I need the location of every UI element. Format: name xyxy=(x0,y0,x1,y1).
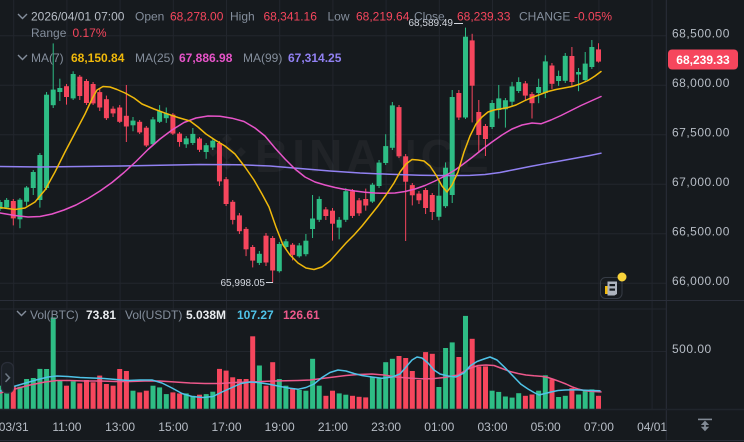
svg-text:67,886.98: 67,886.98 xyxy=(179,51,233,65)
svg-text:-0.05%: -0.05% xyxy=(574,10,612,24)
svg-text:Open: Open xyxy=(135,10,164,24)
svg-text:0.17%: 0.17% xyxy=(73,26,107,40)
svg-text:19:00: 19:00 xyxy=(265,420,295,434)
svg-text:13:00: 13:00 xyxy=(105,420,135,434)
svg-text:MA(99): MA(99) xyxy=(243,51,282,65)
svg-text:04/01: 04/01 xyxy=(637,420,667,434)
svg-text:107.27: 107.27 xyxy=(237,308,274,322)
svg-text:67,500.00: 67,500.00 xyxy=(672,125,730,139)
svg-text:03:00: 03:00 xyxy=(477,420,507,434)
svg-text:66,000.00: 66,000.00 xyxy=(672,274,730,288)
svg-text:Low: Low xyxy=(328,10,350,24)
svg-text:68,278.00: 68,278.00 xyxy=(170,10,224,24)
svg-text:Vol(USDT): Vol(USDT) xyxy=(125,308,182,322)
svg-text:01:00: 01:00 xyxy=(424,420,454,434)
svg-text:07:00: 07:00 xyxy=(584,420,614,434)
svg-text:CHANGE: CHANGE xyxy=(519,10,570,24)
svg-text:67,000.00: 67,000.00 xyxy=(672,175,730,189)
svg-text:68,341.16: 68,341.16 xyxy=(264,10,318,24)
svg-text:High: High xyxy=(230,10,255,24)
svg-text:2026/04/01 07:00: 2026/04/01 07:00 xyxy=(31,10,125,24)
svg-text:66,500.00: 66,500.00 xyxy=(672,224,730,238)
svg-text:MA(7): MA(7) xyxy=(31,51,64,65)
svg-text:11:00: 11:00 xyxy=(52,420,81,434)
svg-text:68,000.00: 68,000.00 xyxy=(672,76,730,90)
svg-text:15:00: 15:00 xyxy=(158,420,188,434)
svg-text:68,219.64: 68,219.64 xyxy=(356,10,410,24)
svg-text:21:00: 21:00 xyxy=(318,420,348,434)
svg-text:Range: Range xyxy=(31,26,67,40)
svg-text:68,150.84: 68,150.84 xyxy=(71,51,125,65)
svg-text:MA(25): MA(25) xyxy=(135,51,174,65)
svg-text:68,500.00: 68,500.00 xyxy=(672,26,730,40)
svg-text:17:00: 17:00 xyxy=(211,420,241,434)
svg-text:65,998.05: 65,998.05 xyxy=(221,278,266,289)
svg-text:68,239.33: 68,239.33 xyxy=(676,53,730,67)
svg-text:126.61: 126.61 xyxy=(283,308,320,322)
svg-text:05:00: 05:00 xyxy=(531,420,561,434)
svg-text:23:00: 23:00 xyxy=(371,420,401,434)
svg-text:5.038M: 5.038M xyxy=(186,308,226,322)
svg-text:Close: Close xyxy=(414,10,445,24)
svg-text:Vol(BTC): Vol(BTC) xyxy=(30,308,79,322)
svg-text:73.81: 73.81 xyxy=(86,308,116,322)
svg-text:67,314.25: 67,314.25 xyxy=(288,51,342,65)
svg-text:68,239.33: 68,239.33 xyxy=(457,10,511,24)
svg-text:500.00: 500.00 xyxy=(672,342,712,356)
svg-text:68,589.49: 68,589.49 xyxy=(409,18,454,29)
svg-text:03/31: 03/31 xyxy=(0,420,29,434)
